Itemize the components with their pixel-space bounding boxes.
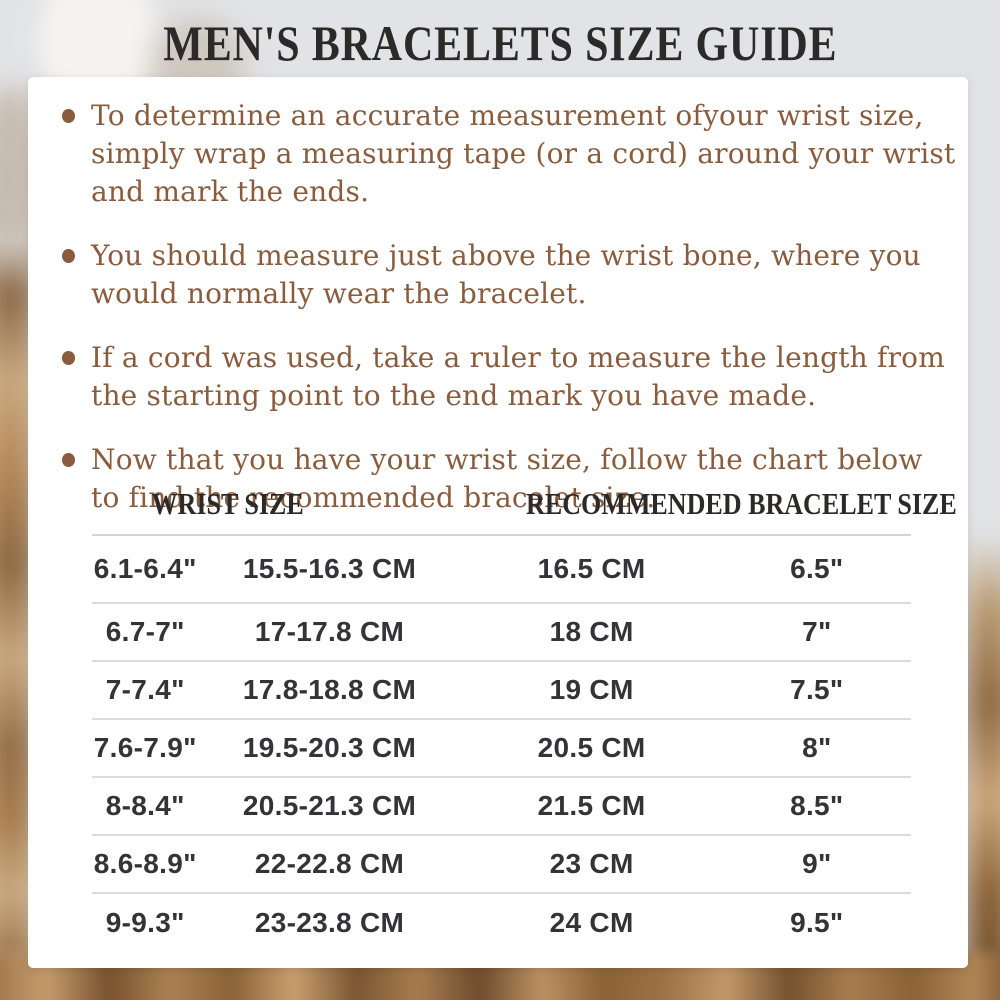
bullet-dot-icon	[62, 351, 75, 365]
instruction-line: You should measure just above the wrist …	[91, 239, 921, 272]
instruction-list: To determine an accurate measurement ofy…	[62, 97, 955, 543]
instruction-line: to find the recommended bracelet size.	[91, 481, 656, 514]
bracelet-size-cm-cell: 21.5 CM	[537, 790, 646, 821]
bracelet-size-inches-cell: 7.5"	[790, 674, 844, 705]
bullet-dot-icon	[62, 249, 75, 263]
list-item: You should measure just above the wrist …	[62, 237, 952, 313]
wrist-size-cm-cell: 23-23.8 CM	[254, 907, 405, 938]
instruction-text: Now that you have your wrist size, follo…	[91, 441, 922, 517]
instruction-line: the starting point to the end mark you h…	[91, 379, 817, 412]
wrist-size-inches-cell: 7.6-7.9"	[93, 732, 197, 763]
wrist-size-inches-cell: 8.6-8.9"	[93, 848, 197, 879]
wrist-size-inches-cell: 6.1-6.4"	[93, 553, 197, 584]
instruction-text: If a cord was used, take a ruler to meas…	[91, 339, 945, 415]
wrist-size-cm-cell: 17-17.8 CM	[254, 616, 405, 647]
instruction-line: would normally wear the bracelet.	[91, 277, 587, 310]
blurred-photo-right-edge	[966, 535, 1000, 1000]
wrist-size-cm-cell: 15.5-16.3 CM	[242, 553, 417, 584]
bracelet-size-inches-cell: 8"	[802, 732, 832, 763]
page-title-text: MEN'S BRACELETS SIZE GUIDE	[162, 15, 838, 71]
bracelet-size-inches-cell: 6.5"	[790, 553, 844, 584]
list-item: To determine an accurate measurement ofy…	[62, 97, 955, 211]
wrist-size-inches-cell: 7-7.4"	[105, 674, 185, 705]
bracelet-size-cm-cell: 16.5 CM	[537, 553, 646, 584]
list-item: If a cord was used, take a ruler to meas…	[62, 339, 952, 415]
wrist-size-cm-cell: 17.8-18.8 CM	[242, 674, 417, 705]
wrist-size-inches-cell: 9-9.3"	[105, 907, 185, 938]
wrist-size-cm-cell: 22-22.8 CM	[254, 848, 405, 879]
recommended-size-header: RECOMMENDED BRACELET SIZE	[485, 486, 957, 522]
instruction-line: and mark the ends.	[91, 175, 370, 208]
table-row: 8-8.4" 20.5-21.3 CM 21.5 CM 8.5"	[92, 778, 911, 836]
size-chart-table: WRIST SIZE RECOMMENDED BRACELET SIZE 6.1…	[92, 482, 957, 952]
table-row: 8.6-8.9" 22-22.8 CM 23 CM 9"	[92, 836, 911, 894]
bracelet-size-cm-cell: 24 CM	[549, 907, 634, 938]
instruction-text: You should measure just above the wrist …	[91, 237, 921, 313]
bullet-dot-icon	[62, 453, 75, 467]
bracelet-size-cm-cell: 18 CM	[549, 616, 634, 647]
instruction-line: simply wrap a measuring tape (or a cord)…	[91, 137, 956, 170]
bullet-dot-icon	[62, 109, 75, 123]
wrist-size-header: WRIST SIZE	[92, 486, 362, 522]
table-row: 6.7-7" 17-17.8 CM 18 CM 7"	[92, 604, 911, 662]
bracelet-size-cm-cell: 19 CM	[549, 674, 634, 705]
list-item: Now that you have your wrist size, follo…	[62, 441, 952, 517]
bracelet-size-inches-cell: 7"	[802, 616, 832, 647]
wrist-size-cm-cell: 19.5-20.3 CM	[242, 732, 417, 763]
instruction-line: Now that you have your wrist size, follo…	[91, 443, 923, 476]
instruction-text: To determine an accurate measurement ofy…	[91, 97, 955, 211]
recommended-size-header-text: RECOMMENDED BRACELET SIZE	[526, 486, 957, 521]
instruction-line: If a cord was used, take a ruler to meas…	[91, 341, 945, 374]
wrist-size-inches-cell: 8-8.4"	[105, 790, 185, 821]
wrist-size-cm-cell: 20.5-21.3 CM	[242, 790, 417, 821]
content-card: To determine an accurate measurement ofy…	[28, 77, 968, 968]
table-row: 7-7.4" 17.8-18.8 CM 19 CM 7.5"	[92, 662, 911, 720]
bracelet-size-cm-cell: 20.5 CM	[537, 732, 646, 763]
wrist-size-inches-cell: 6.7-7"	[105, 616, 185, 647]
bracelet-size-inches-cell: 8.5"	[790, 790, 844, 821]
bracelet-size-cm-cell: 23 CM	[549, 848, 634, 879]
wrist-size-header-text: WRIST SIZE	[151, 486, 304, 521]
bracelet-size-inches-cell: 9.5"	[790, 907, 844, 938]
instruction-line: To determine an accurate measurement ofy…	[91, 99, 924, 132]
table-row: 6.1-6.4" 15.5-16.3 CM 16.5 CM 6.5"	[92, 536, 911, 604]
table-row: 9-9.3" 23-23.8 CM 24 CM 9.5"	[92, 894, 911, 952]
table-row: 7.6-7.9" 19.5-20.3 CM 20.5 CM 8"	[92, 720, 911, 778]
page-title: MEN'S BRACELETS SIZE GUIDE	[0, 14, 1000, 72]
table-header-row: WRIST SIZE RECOMMENDED BRACELET SIZE	[92, 482, 957, 536]
bracelet-size-inches-cell: 9"	[802, 848, 832, 879]
